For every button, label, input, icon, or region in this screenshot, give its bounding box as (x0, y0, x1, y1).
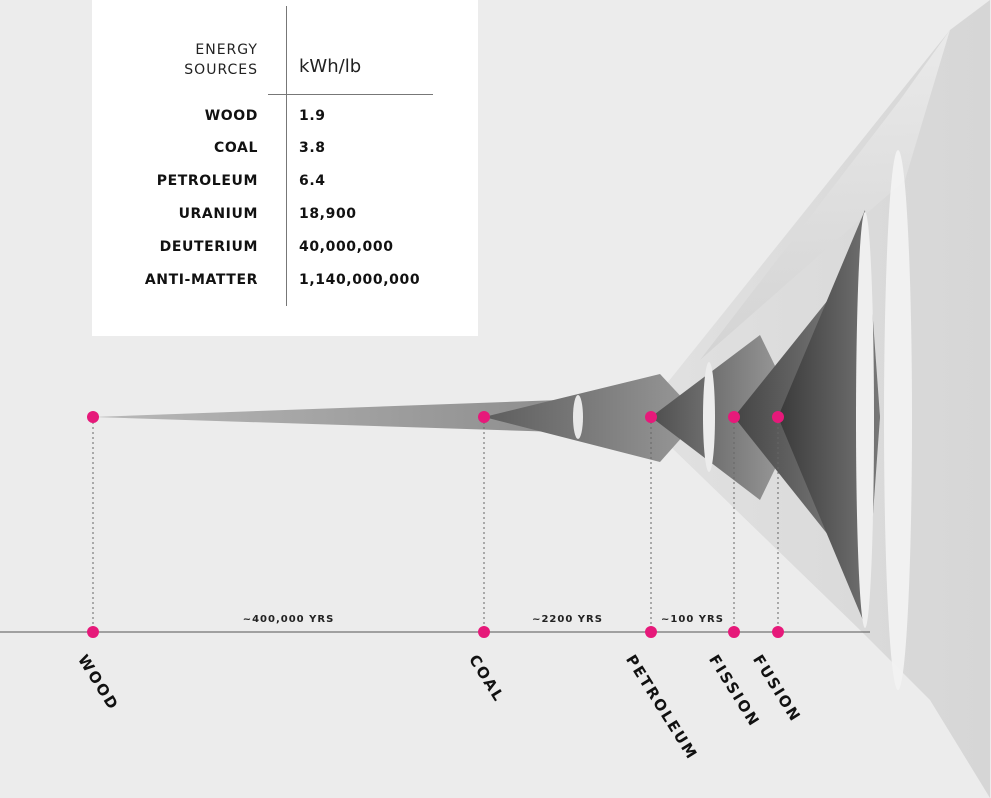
milestone-label: WOOD (74, 652, 122, 715)
table-row-name: ANTI-MATTER (144, 272, 258, 288)
petroleum-ellipse (703, 362, 715, 472)
milestone-dots (87, 411, 784, 638)
interval-labels: ~400,000 YRS ~2200 YRS ~100 YRS (243, 614, 724, 625)
milestone-dot (87, 626, 99, 638)
milestone-dot (772, 411, 784, 423)
cone-petroleum (651, 335, 800, 500)
table-row-value: 1.9 (299, 108, 326, 124)
interval-label: ~2200 YRS (532, 614, 603, 625)
interval-label: ~100 YRS (661, 614, 724, 625)
milestone-dot (645, 411, 657, 423)
milestone-drop-lines (92, 417, 779, 632)
table-header-rule (268, 94, 433, 95)
table-row-value: 6.4 (299, 173, 326, 189)
table-row-name: DEUTERIUM (159, 239, 258, 255)
energy-table (92, 0, 478, 336)
milestone-dot (728, 626, 740, 638)
cone-wood (93, 400, 600, 432)
table-row-value: 3.8 (299, 140, 326, 156)
cone-coal (484, 374, 700, 462)
milestone-dot (645, 626, 657, 638)
milestone-dot (478, 411, 490, 423)
milestone-dot (478, 626, 490, 638)
table-header-sources: ENERGY SOURCES (92, 40, 258, 80)
fusion-ellipse (856, 212, 874, 628)
table-row-value: 1,140,000,000 (299, 272, 421, 288)
interval-label: ~400,000 YRS (243, 614, 335, 625)
table-column-divider (286, 6, 287, 306)
milestone-label: COAL (465, 652, 508, 706)
table-row-value: 40,000,000 (299, 239, 394, 255)
table-row-name: WOOD (204, 108, 258, 124)
far-ellipse (884, 150, 912, 690)
table-header-unit: kWh/lb (299, 56, 362, 77)
table-header-line-1: ENERGY (195, 42, 258, 58)
milestone-dot (728, 411, 740, 423)
table-row-value: 18,900 (299, 206, 357, 222)
milestone-dot (87, 411, 99, 423)
table-row-name: PETROLEUM (156, 173, 258, 189)
table-header-line-2: SOURCES (184, 62, 258, 78)
coal-ellipse (573, 395, 583, 439)
milestone-label: PETROLEUM (622, 652, 701, 764)
table-row-name: COAL (214, 140, 258, 156)
milestone-dot (772, 626, 784, 638)
table-row-name: URANIUM (178, 206, 258, 222)
cone-fusion (778, 210, 880, 625)
